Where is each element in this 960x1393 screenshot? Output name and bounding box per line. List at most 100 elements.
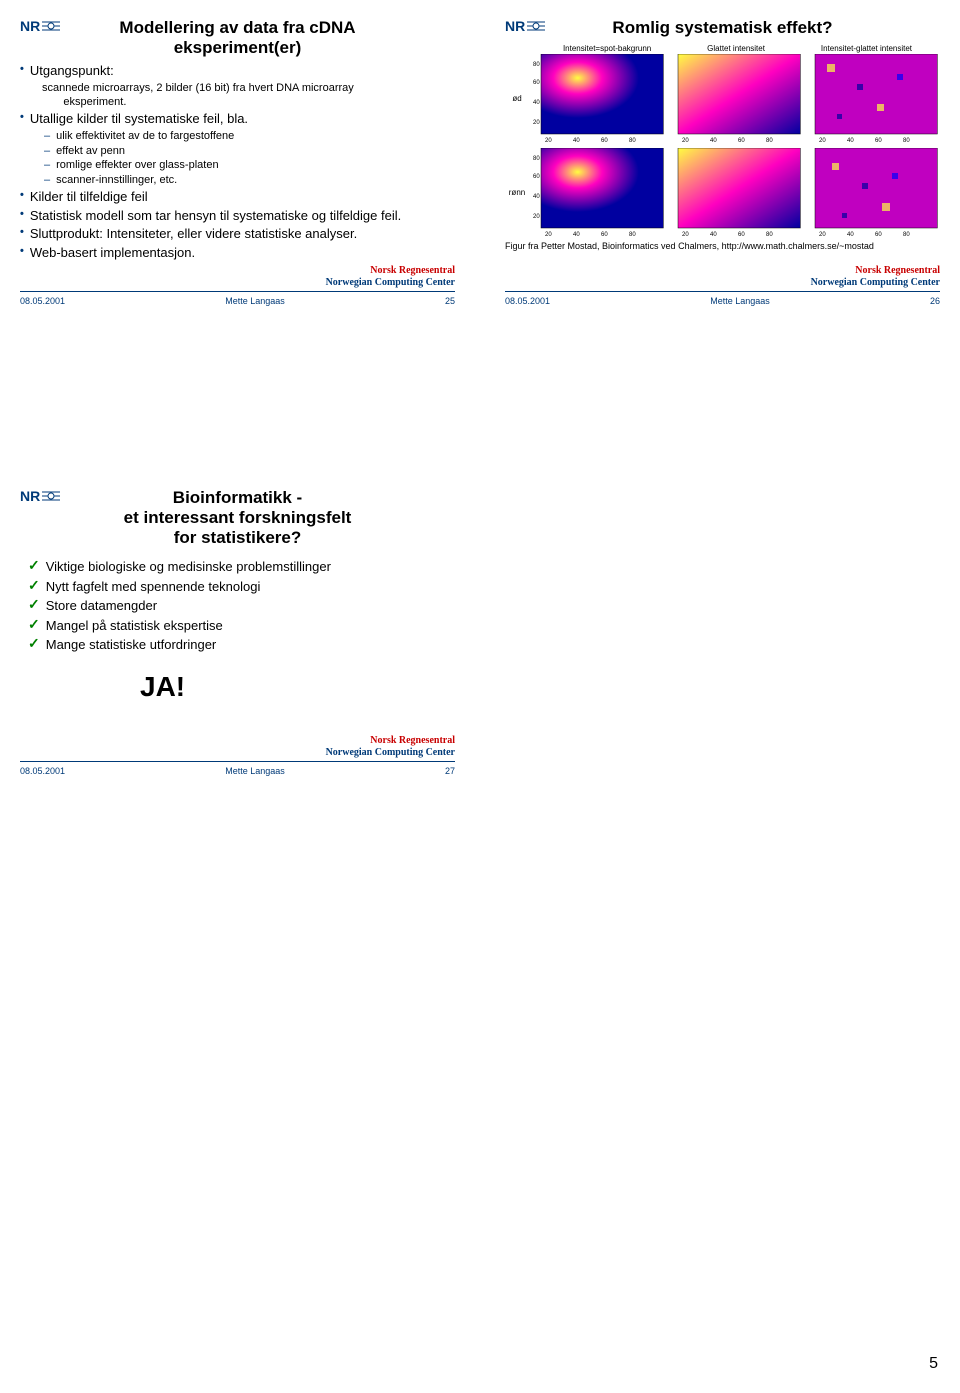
svg-text:40: 40 (847, 232, 854, 236)
footer-date: 08.05.2001 (505, 296, 550, 306)
svg-text:40: 40 (533, 194, 540, 200)
footer-pagenum: 25 (445, 296, 455, 306)
check-datamengder: Store datamengder (46, 597, 157, 615)
logo: NR (20, 488, 60, 504)
logo-text: NR (20, 488, 40, 504)
footer-date: 08.05.2001 (20, 766, 65, 776)
svg-text:40: 40 (710, 138, 717, 142)
svg-text:80: 80 (903, 138, 910, 142)
attr-line2: Norwegian Computing Center (811, 277, 940, 289)
attribution: Norsk Regnesentral Norwegian Computing C… (811, 265, 940, 288)
slide-title: Bioinformatikk - et interessant forsknin… (20, 488, 455, 548)
divider (505, 291, 940, 292)
attr-line2: Norwegian Computing Center (326, 277, 455, 289)
svg-text:40: 40 (573, 232, 580, 236)
svg-text:60: 60 (601, 138, 608, 142)
svg-text:60: 60 (875, 138, 882, 142)
logo-icon (527, 19, 545, 33)
subtext: scannede microarrays, 2 bilder (16 bit) … (20, 81, 455, 111)
svg-text:20: 20 (533, 214, 540, 220)
logo-text: NR (20, 18, 40, 34)
svg-text:80: 80 (903, 232, 910, 236)
sub-scanner: scanner-innstillinger, etc. (56, 173, 177, 188)
heatmap-red-smooth: 20 40 60 80 (670, 54, 803, 142)
sub-effektivitet: ulik effektivitet av de to fargestoffene (56, 129, 234, 144)
svg-text:40: 40 (847, 138, 854, 142)
svg-text:20: 20 (819, 138, 826, 142)
row-label-red: ød (505, 94, 529, 103)
svg-text:20: 20 (545, 232, 552, 236)
title-line1: Modellering av data fra cDNA (119, 18, 355, 37)
check-mangel: Mangel på statistisk ekspertise (46, 617, 223, 635)
svg-text:40: 40 (533, 100, 540, 106)
svg-text:80: 80 (629, 138, 636, 142)
bullet-tilfeldige: Kilder til tilfeldige feil (30, 188, 148, 206)
heatmap-figure: Intensitet=spot-bakgrunn Glattet intensi… (505, 44, 940, 251)
title-line2: et interessant forskningsfelt (124, 508, 352, 527)
check-fagfelt: Nytt fagfelt med spennende teknologi (46, 578, 261, 596)
attr-line2: Norwegian Computing Center (326, 747, 455, 759)
logo-icon (42, 19, 60, 33)
bullet-web: Web-basert implementasjon. (30, 244, 195, 262)
svg-text:60: 60 (738, 232, 745, 236)
footer-pagenum: 27 (445, 766, 455, 776)
svg-text:20: 20 (682, 232, 689, 236)
attr-line1: Norsk Regnesentral (326, 265, 455, 277)
title-line3: for statistikere? (174, 528, 302, 547)
svg-text:60: 60 (738, 138, 745, 142)
attr-line1: Norsk Regnesentral (326, 735, 455, 747)
footer: 08.05.2001 Mette Langaas 26 (505, 296, 940, 306)
bullet-kilder-systematiske: Utallige kilder til systematiske feil, b… (30, 110, 248, 128)
check-icon: ✓ (28, 636, 40, 651)
footer-pagenum: 26 (930, 296, 940, 306)
svg-text:20: 20 (682, 138, 689, 142)
svg-text:20: 20 (533, 120, 540, 126)
logo-icon (42, 489, 60, 503)
title-line2: eksperiment(er) (174, 38, 302, 57)
svg-text:80: 80 (766, 232, 773, 236)
bullet-modell: Statistisk modell som tar hensyn til sys… (30, 207, 401, 225)
footer-author: Mette Langaas (710, 296, 770, 306)
logo-text: NR (505, 18, 525, 34)
check-biologiske: Viktige biologiske og medisinske problem… (46, 558, 331, 576)
footer: 08.05.2001 Mette Langaas 25 (20, 296, 455, 306)
slide-content: •Utgangspunkt: scannede microarrays, 2 b… (20, 62, 455, 261)
slide-27: NR Bioinformatikk - et interessant forsk… (10, 480, 465, 780)
heatmap-red-residual: 20 40 60 80 (807, 54, 940, 142)
col-header-3: Intensitet-glattet intensitet (821, 44, 912, 53)
footer: 08.05.2001 Mette Langaas 27 (20, 766, 455, 776)
svg-text:40: 40 (573, 138, 580, 142)
ja-text: JA! (140, 668, 455, 706)
heatmap-red-raw: 2040608020406080 (533, 54, 666, 142)
slide-title: Romlig systematisk effekt? (505, 18, 940, 38)
svg-text:80: 80 (766, 138, 773, 142)
svg-text:60: 60 (601, 232, 608, 236)
attribution: Norsk Regnesentral Norwegian Computing C… (326, 265, 455, 288)
check-utfordringer: Mange statistiske utfordringer (46, 636, 217, 654)
svg-text:60: 60 (533, 80, 540, 86)
svg-text:60: 60 (533, 174, 540, 180)
divider (20, 761, 455, 762)
heatmap-green-smooth: 20 40 60 80 (670, 148, 803, 236)
sub-penn: effekt av penn (56, 144, 125, 159)
col-header-1: Intensitet=spot-bakgrunn (563, 44, 651, 53)
col-header-2: Glattet intensitet (707, 44, 765, 53)
row-label-green: rønn (505, 188, 529, 197)
footer-author: Mette Langaas (225, 766, 285, 776)
svg-text:20: 20 (819, 232, 826, 236)
title-line1: Bioinformatikk - (173, 488, 302, 507)
slide-title: Modellering av data fra cDNA eksperiment… (20, 18, 455, 58)
check-icon: ✓ (28, 578, 40, 593)
svg-text:80: 80 (629, 232, 636, 236)
bullet-sluttprodukt: Sluttprodukt: Intensiteter, eller videre… (30, 225, 357, 243)
slide-content: ✓ Viktige biologiske og medisinske proble… (20, 558, 455, 706)
bullet-utgangspunkt: Utgangspunkt: (30, 62, 114, 80)
divider (20, 291, 455, 292)
page-number: 5 (929, 1355, 938, 1373)
heatmap-green-raw: 20 40 60 80 20 40 60 80 (533, 148, 666, 236)
svg-text:80: 80 (533, 156, 540, 162)
slide-26: NR Romlig systematisk effekt? Intensitet… (495, 10, 950, 310)
svg-text:40: 40 (710, 232, 717, 236)
figure-caption: Figur fra Petter Mostad, Bioinformatics … (505, 241, 940, 251)
heatmap-green-residual: 20406080 (807, 148, 940, 236)
